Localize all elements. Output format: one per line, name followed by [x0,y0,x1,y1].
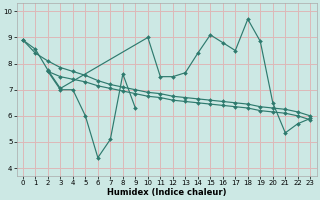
X-axis label: Humidex (Indice chaleur): Humidex (Indice chaleur) [107,188,226,197]
